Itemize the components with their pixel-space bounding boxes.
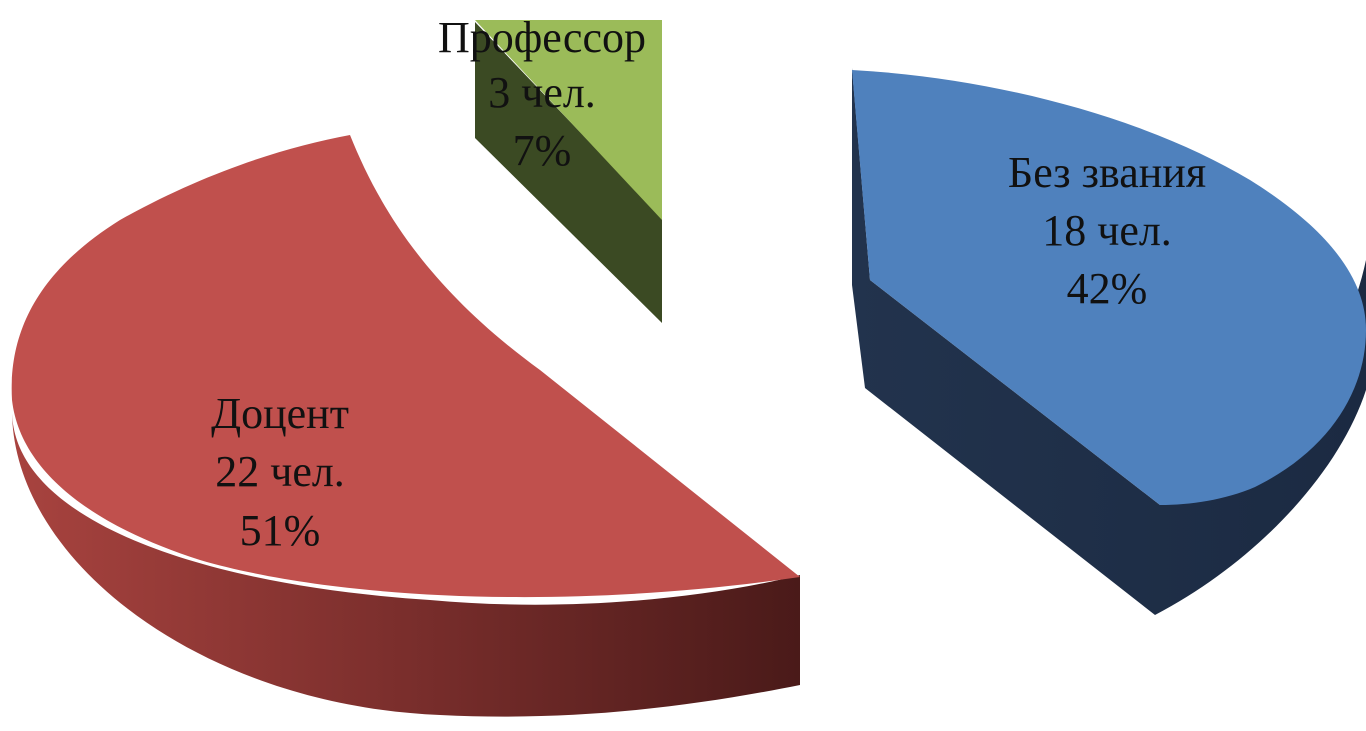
label-bez-zvaniya: Без звания 18 чел. 42% [1008,148,1206,313]
slice-bez-zvaniya-top [852,70,1366,505]
label-professor: Профессор 3 чел. 7% [438,13,646,175]
slice-bez-zvaniya [852,68,1366,615]
label-docent-percent: 51% [240,506,321,555]
label-bez-zvaniya-percent: 42% [1067,264,1148,313]
slice-docent [11,135,800,717]
slice-docent-top [11,135,800,598]
slice-docent-side [12,410,800,717]
label-professor-name: Профессор [438,13,646,62]
label-bez-zvaniya-name: Без звания [1008,148,1206,197]
label-docent-name: Доцент [211,389,349,438]
slice-professor [475,20,662,323]
label-professor-count: 3 чел. [488,68,596,117]
label-docent: Доцент 22 чел. 51% [211,389,349,555]
label-docent-count: 22 чел. [215,447,345,496]
label-bez-zvaniya-count: 18 чел. [1042,206,1172,255]
slice-professor-side [475,22,662,323]
slice-professor-top [475,20,662,220]
label-professor-percent: 7% [513,126,572,175]
